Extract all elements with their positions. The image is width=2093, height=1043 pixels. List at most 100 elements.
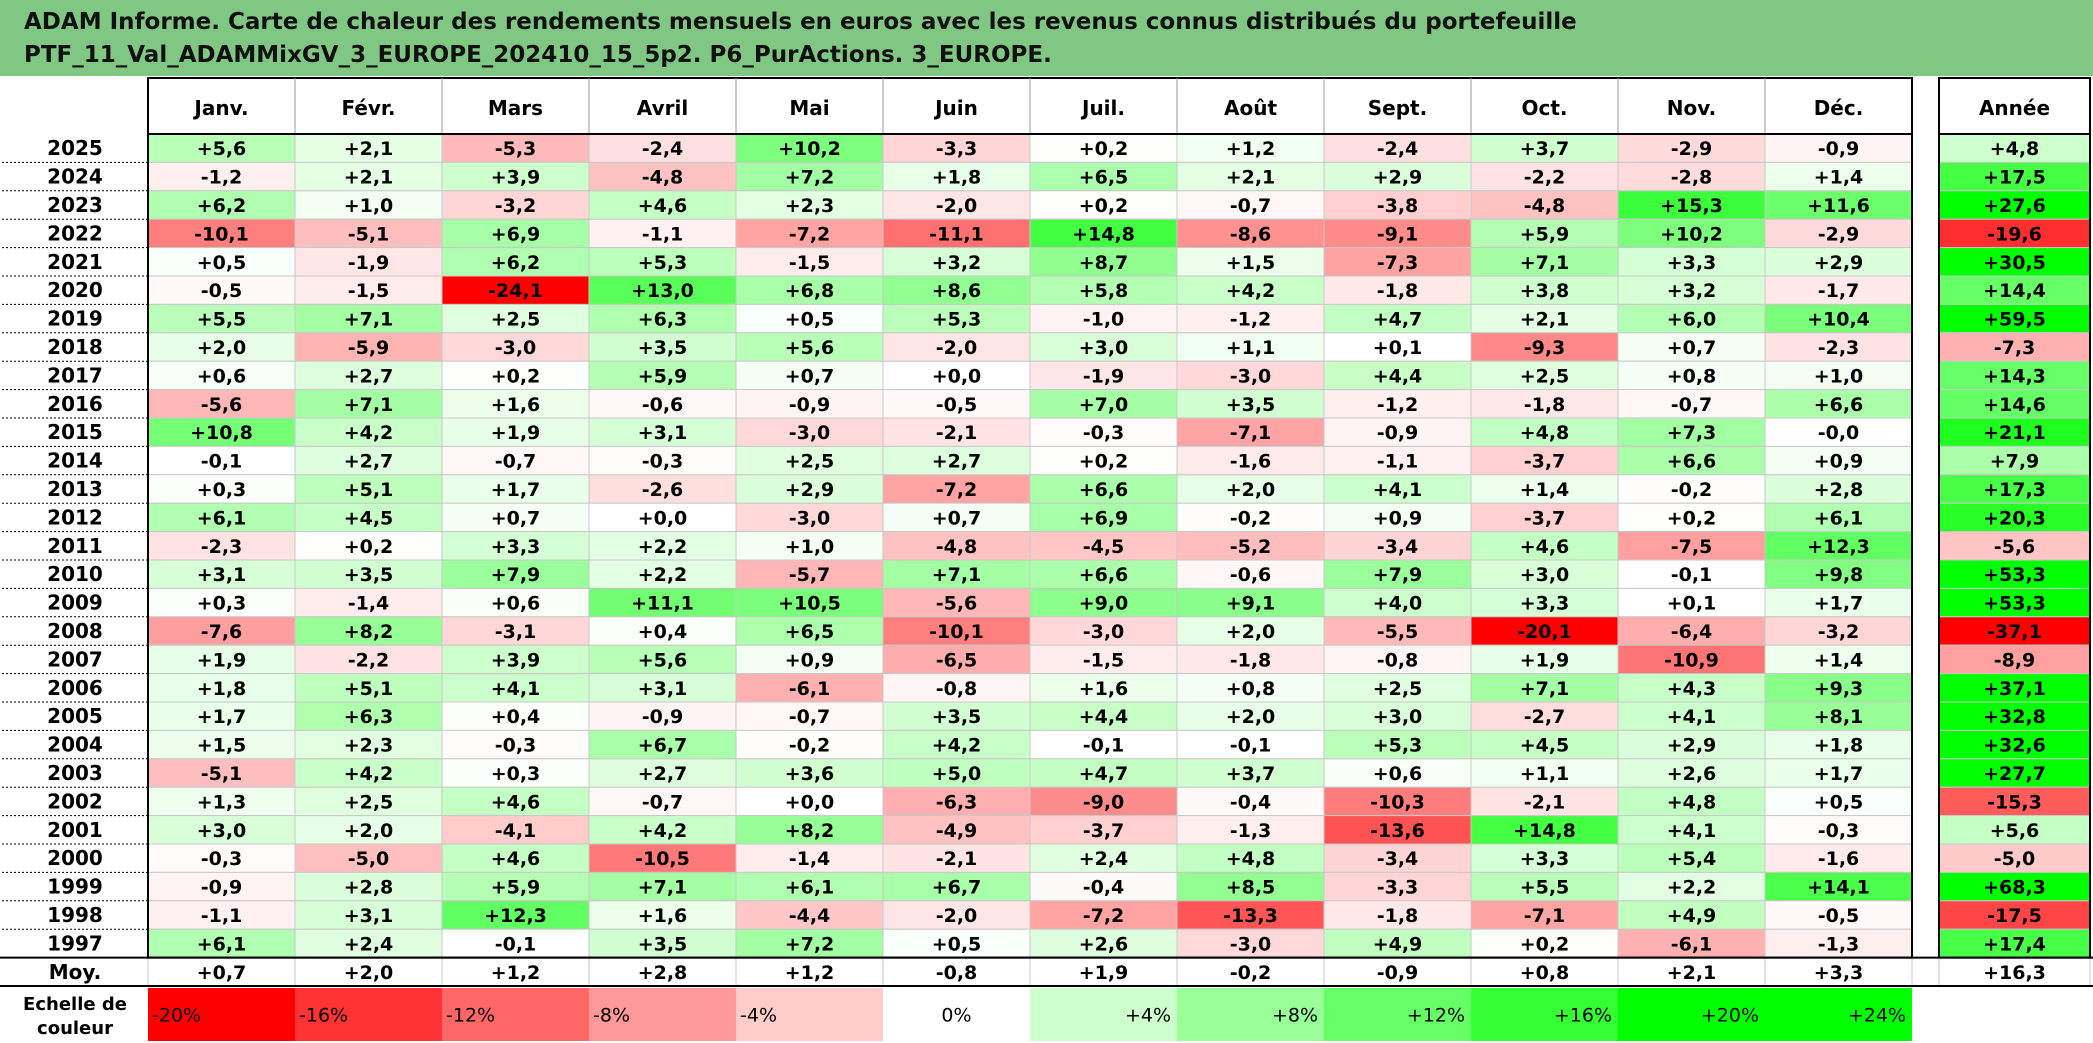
- cell-value: +6,7: [638, 735, 688, 757]
- cell-value: +4,1: [1667, 706, 1717, 728]
- color-scale-label: +16%: [1554, 1005, 1612, 1027]
- cell-value: +4,6: [1520, 536, 1570, 558]
- cell-value: +1,8: [197, 678, 247, 700]
- average-cell: [441, 957, 590, 987]
- cell-value: +4,6: [638, 195, 688, 217]
- cell-value: -2,9: [1671, 138, 1713, 160]
- cell-value: +4,8: [1520, 422, 1570, 444]
- cell-value: -1,4: [789, 848, 831, 870]
- heatmap-cell: [882, 616, 1031, 646]
- cell-value: -5,5: [1377, 621, 1419, 643]
- heatmap-cell: [1617, 417, 1766, 447]
- cell-value: -3,0: [1083, 621, 1125, 643]
- cell-value: -7,2: [789, 223, 831, 245]
- heatmap-cell: [735, 644, 884, 675]
- cell-value: +7,1: [932, 564, 982, 586]
- color-scale-label: +8%: [1272, 1005, 1318, 1027]
- heatmap-cell: [1470, 360, 1619, 391]
- heatmap-cell: [1764, 559, 1913, 589]
- cell-value: -11,1: [929, 223, 984, 245]
- cell-value: +3,2: [932, 252, 982, 274]
- cell-value: -2,6: [642, 479, 684, 501]
- cell-value: +2,1: [344, 138, 394, 160]
- cell-value: -0,7: [1671, 394, 1713, 416]
- cell-value: +4,7: [1373, 309, 1423, 331]
- heatmap-cell: [1617, 474, 1766, 504]
- average-cell: [294, 957, 443, 987]
- heatmap-cell: [147, 729, 296, 760]
- cell-value: -1,2: [1230, 309, 1272, 331]
- cell-value: +0,1: [1667, 593, 1717, 615]
- cell-value: -0,9: [1818, 138, 1860, 160]
- cell-value: +6,7: [932, 877, 982, 899]
- cell-value: +0,6: [197, 365, 247, 387]
- cell-value: +7,0: [1079, 394, 1129, 416]
- cell-value: +5,3: [932, 309, 982, 331]
- cell-value: +9,0: [1079, 593, 1129, 615]
- heatmap-cell: [1764, 247, 1913, 277]
- annual-value: -7,3: [1994, 337, 2036, 359]
- average-value: +2,1: [1667, 962, 1717, 984]
- heatmap-cell: [1764, 303, 1913, 334]
- cell-value: +7,1: [1520, 678, 1570, 700]
- cell-value: +5,6: [785, 337, 835, 359]
- cell-value: +3,3: [491, 536, 541, 558]
- heatmap-cell: [882, 161, 1031, 192]
- color-scale-swatch: [883, 988, 1030, 1041]
- heatmap-cell: [1323, 360, 1472, 391]
- heatmap-cell: [1323, 332, 1472, 362]
- cell-value: +1,6: [638, 905, 688, 927]
- annual-value: +5,6: [1990, 820, 2040, 842]
- year-label: 2022: [47, 221, 103, 245]
- heatmap-cell: [294, 616, 443, 646]
- cell-value: +4,3: [1667, 678, 1717, 700]
- cell-value: +0,4: [638, 621, 688, 643]
- cell-value: -0,1: [495, 933, 537, 955]
- cell-value: -13,3: [1223, 905, 1278, 927]
- cell-value: +6,1: [785, 877, 835, 899]
- cell-value: -4,8: [642, 167, 684, 189]
- cell-value: +1,9: [491, 422, 541, 444]
- cell-value: -1,8: [1377, 905, 1419, 927]
- heatmap-cell: [1617, 758, 1766, 788]
- cell-value: -2,1: [936, 422, 978, 444]
- cell-value: -4,1: [495, 820, 537, 842]
- heatmap-cell: [1764, 417, 1913, 447]
- cell-value: +1,7: [491, 479, 541, 501]
- average-value: +3,3: [1814, 962, 1864, 984]
- heatmap-cell: [294, 587, 443, 618]
- cell-value: +5,1: [344, 678, 394, 700]
- annual-value: +17,3: [1983, 479, 2046, 501]
- heatmap-cell: [1764, 218, 1913, 249]
- cell-value: -0,2: [789, 735, 831, 757]
- heatmap-cell: [882, 445, 1031, 476]
- heatmap-cell: [735, 218, 884, 249]
- cell-value: -2,9: [1818, 223, 1860, 245]
- cell-value: -9,1: [1377, 223, 1419, 245]
- color-scale-swatch: [295, 988, 442, 1041]
- heatmap-cell: [882, 275, 1031, 305]
- cell-value: +0,2: [344, 536, 394, 558]
- heatmap-cell: [588, 758, 737, 788]
- annual-value: -19,6: [1987, 223, 2042, 245]
- cell-value: +0,9: [1814, 451, 1864, 473]
- heatmap-cell: [1764, 445, 1913, 476]
- cell-value: -2,2: [1524, 167, 1566, 189]
- month-header-label: Déc.: [1814, 96, 1864, 120]
- cell-value: +3,1: [197, 564, 247, 586]
- cell-value: -7,1: [1524, 905, 1566, 927]
- cell-value: -0,1: [1671, 564, 1713, 586]
- cell-value: -1,5: [1083, 649, 1125, 671]
- average-cell: [1176, 957, 1325, 987]
- cell-value: +5,5: [1520, 877, 1570, 899]
- cell-value: +0,0: [932, 365, 982, 387]
- heatmap-cell: [147, 871, 296, 902]
- heatmap-cell: [1764, 275, 1913, 305]
- cell-value: +2,7: [638, 763, 688, 785]
- cell-value: -1,7: [1818, 280, 1860, 302]
- cell-value: +10,5: [778, 593, 841, 615]
- color-scale-label: -4%: [740, 1005, 777, 1027]
- heatmap-cell: [147, 644, 296, 675]
- cell-value: +5,0: [932, 763, 982, 785]
- heatmap-cell: [1617, 389, 1766, 419]
